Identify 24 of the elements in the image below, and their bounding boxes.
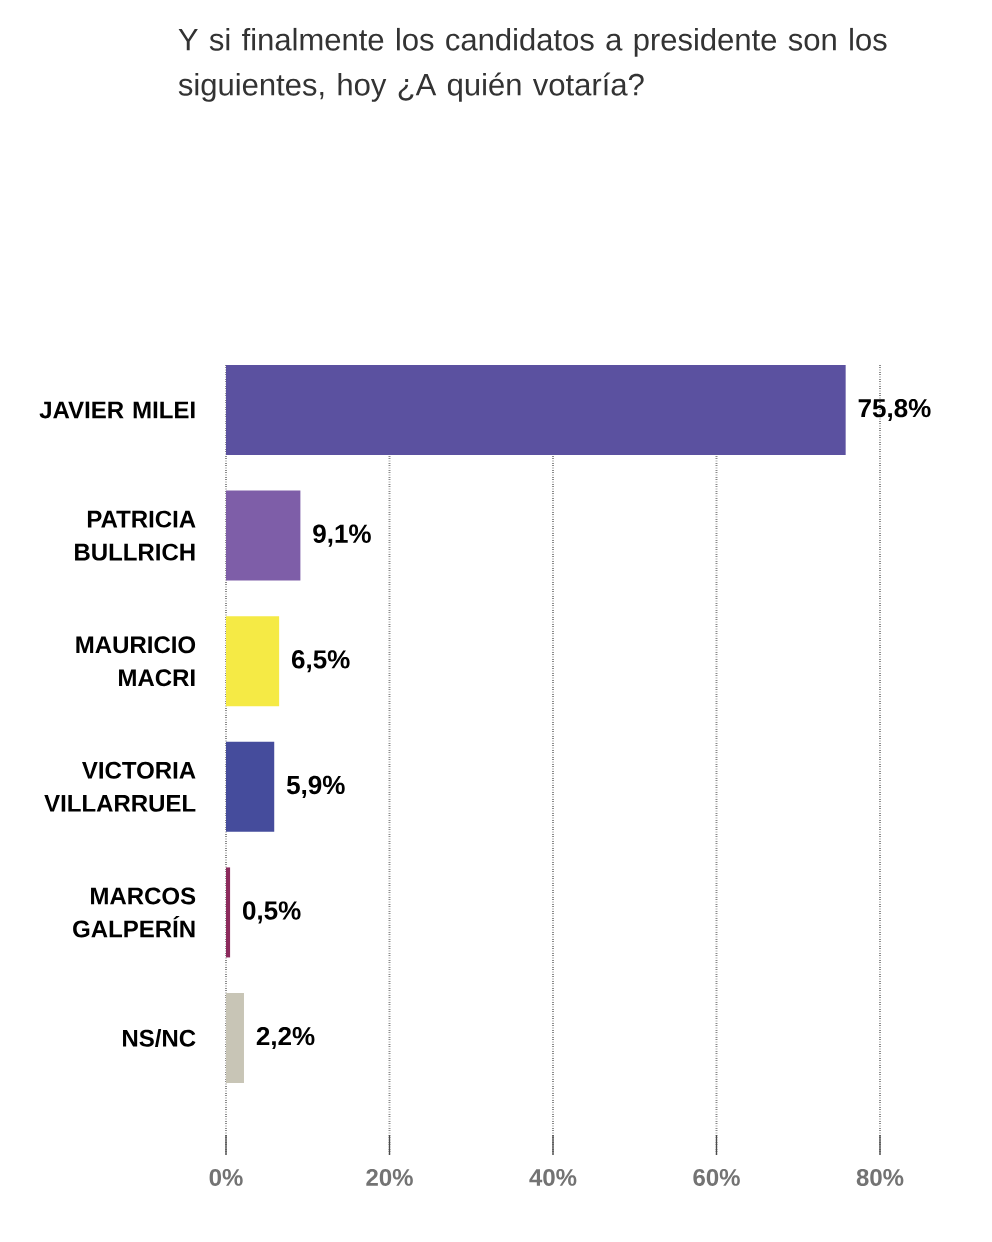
y-tick-label: VICTORIA VILLARRUEL xyxy=(44,761,196,812)
bar xyxy=(226,490,301,581)
x-tick-label: 20% xyxy=(366,1168,413,1186)
data-label: 75,8% xyxy=(858,398,931,422)
x-tick-label: 40% xyxy=(529,1168,577,1186)
data-label: 5,9% xyxy=(286,775,345,798)
y-tick-label: JAVIER MILEI xyxy=(39,401,195,419)
bar xyxy=(226,867,231,958)
data-label: 6,5% xyxy=(291,650,350,673)
bar xyxy=(226,365,846,456)
data-label: 9,1% xyxy=(313,524,371,547)
bar xyxy=(226,993,244,1084)
data-label: 2,2% xyxy=(256,1026,315,1050)
y-tick-label: MARCOS GALPERÍN xyxy=(73,887,196,938)
x-tick-label: 60% xyxy=(693,1168,740,1186)
data-label: 0,5% xyxy=(243,901,301,924)
y-tick-label: PATRICIA BULLRICH xyxy=(75,510,196,561)
bar xyxy=(226,616,280,707)
bar xyxy=(226,741,275,832)
x-tick-label: 80% xyxy=(856,1168,904,1186)
x-tick-label: 0% xyxy=(209,1168,243,1186)
y-tick-label: MAURICIO MACRI xyxy=(76,636,196,687)
y-tick-label: NS/NC xyxy=(123,1029,196,1047)
chart-title: Y si finalmente los candidatos a presidente son los siguientes, hoy ¿A quién votaría? xyxy=(178,27,887,102)
